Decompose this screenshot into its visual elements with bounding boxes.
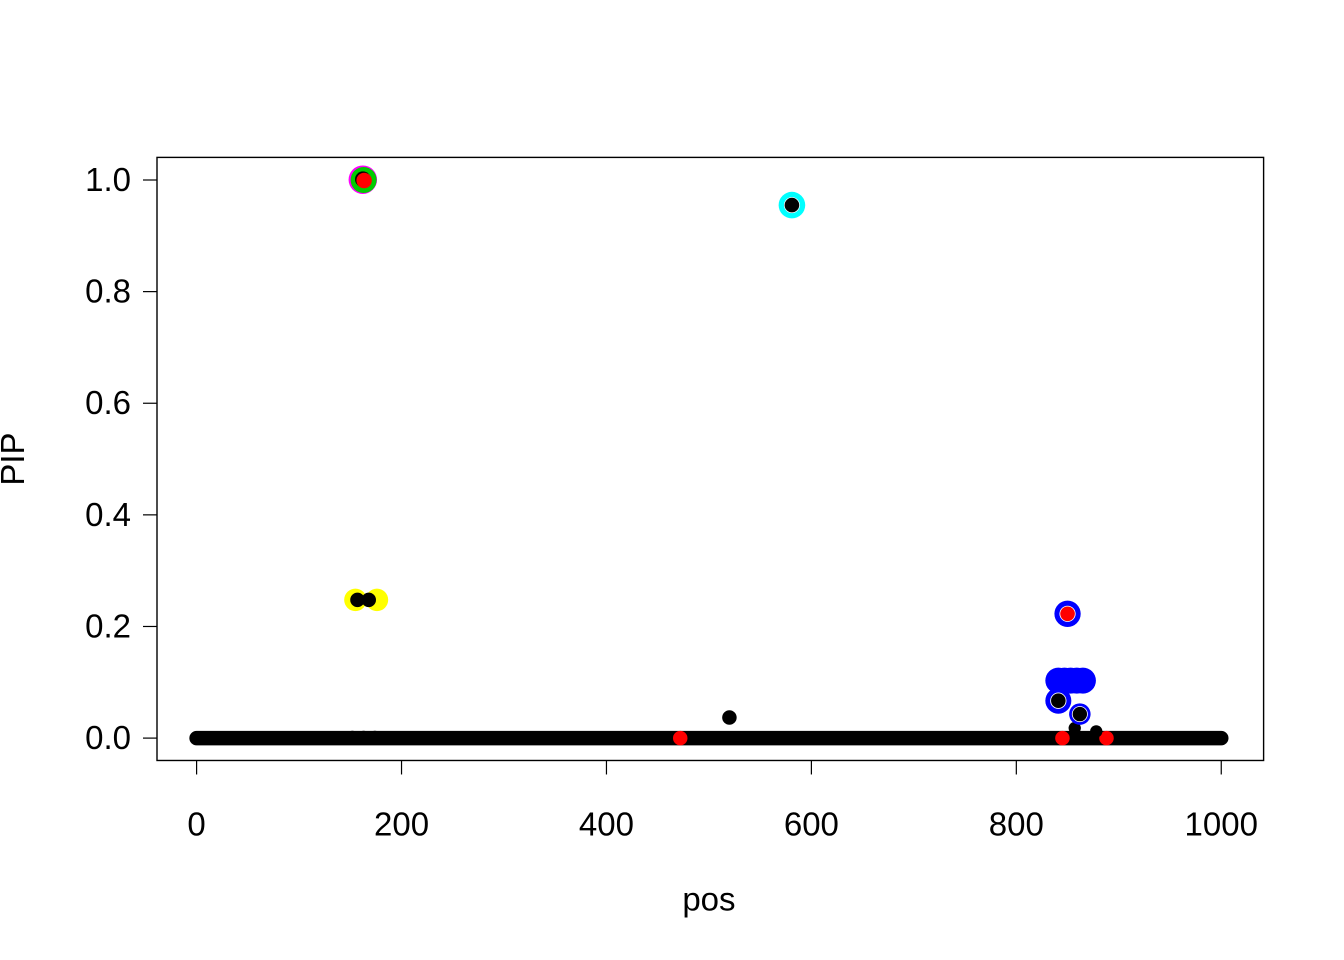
svg-text:1000: 1000 [1185,805,1258,842]
svg-text:200: 200 [374,805,429,842]
svg-text:0: 0 [187,805,205,842]
svg-text:0.2: 0.2 [85,607,131,644]
svg-text:0.6: 0.6 [85,384,131,421]
svg-text:1.0: 1.0 [85,161,131,198]
svg-text:pos: pos [682,880,735,917]
svg-text:600: 600 [784,805,839,842]
svg-text:0.4: 0.4 [85,496,131,533]
svg-text:0.8: 0.8 [85,273,131,310]
svg-text:400: 400 [579,805,634,842]
svg-text:0.0: 0.0 [85,719,131,756]
svg-text:PIP: PIP [0,432,31,485]
svg-text:800: 800 [989,805,1044,842]
